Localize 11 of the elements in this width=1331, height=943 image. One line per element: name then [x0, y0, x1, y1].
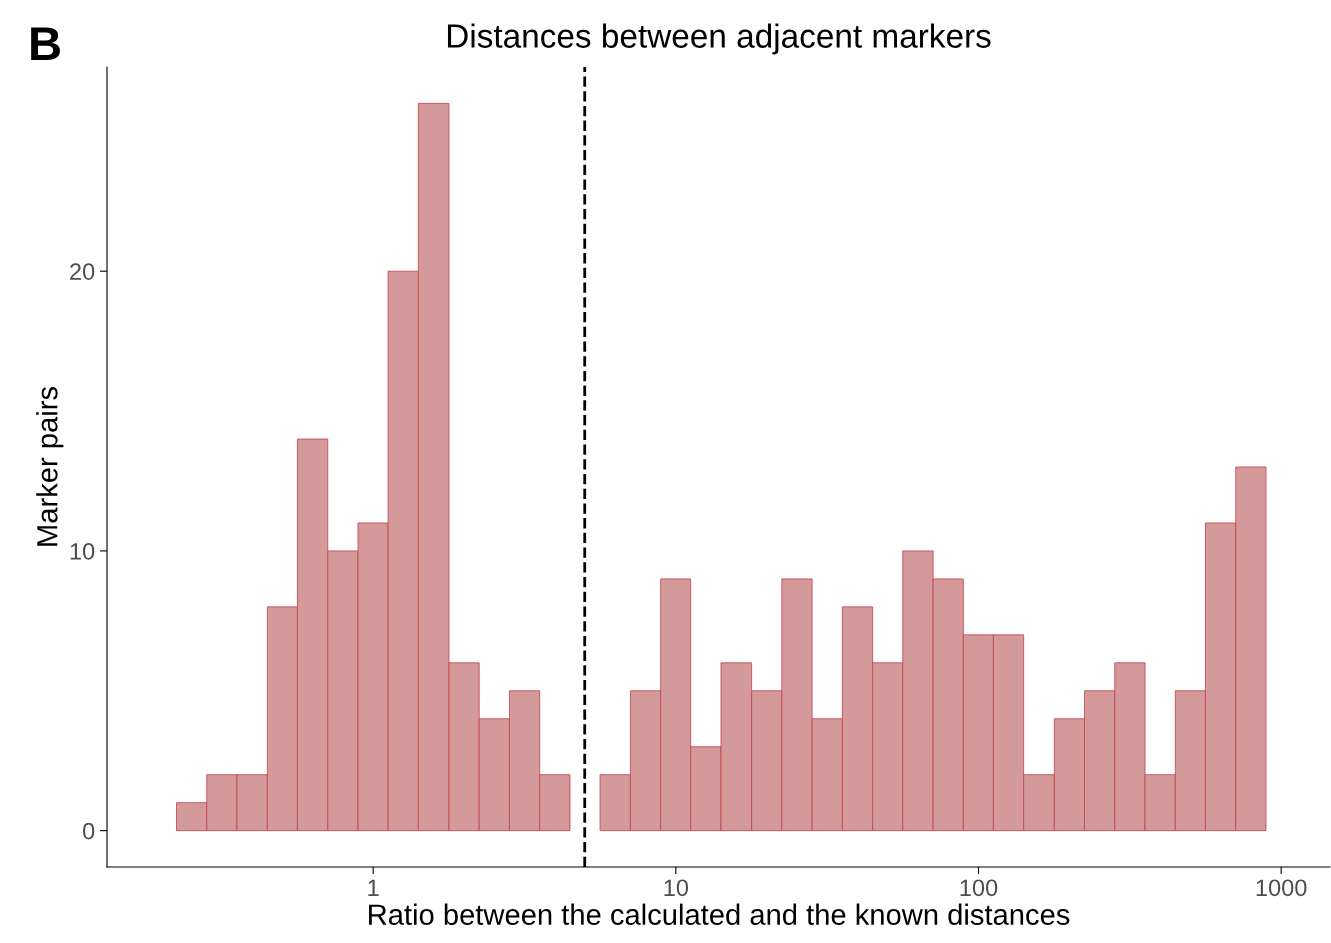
y-tick-label: 10: [70, 542, 95, 560]
y-tick-label: 0: [82, 822, 95, 840]
x-axis-title: Ratio between the calculated and the known distances: [369, 903, 1070, 926]
text: B: [31, 27, 60, 60]
x-tick-label: 100: [960, 879, 998, 897]
chart-title: Distances between adjacent markers: [447, 23, 991, 55]
x-tick-label: 10: [664, 879, 689, 897]
y-axis-title: Marker pairs: [36, 387, 64, 546]
x-tick-label: 1000: [1256, 879, 1307, 897]
y-tick-label: 20: [70, 263, 95, 280]
x-tick-label: 1: [368, 879, 379, 896]
